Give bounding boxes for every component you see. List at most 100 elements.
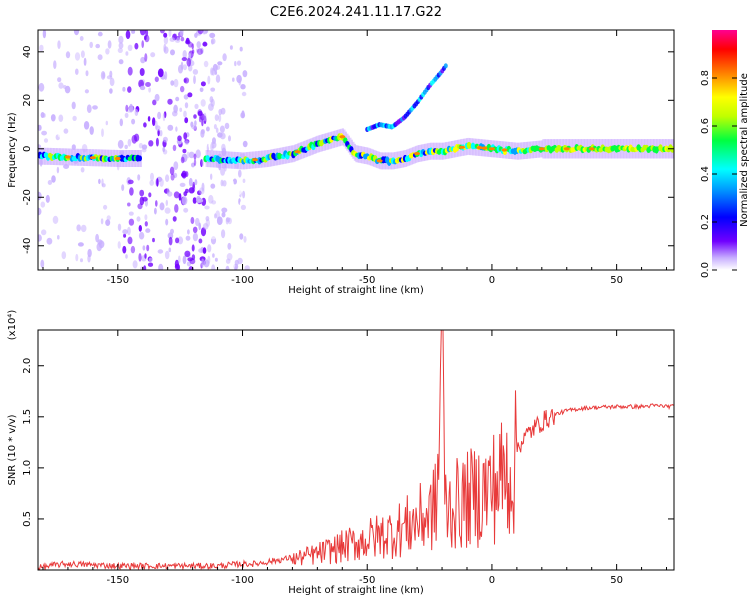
noise-speckle [126, 226, 131, 236]
noise-speckle [154, 76, 159, 83]
noise-speckle [180, 156, 185, 164]
noise-speckle [201, 158, 205, 167]
noise-speckle [143, 122, 147, 128]
noise-speckle [236, 60, 242, 66]
snr-series-line [38, 330, 674, 570]
noise-speckle [100, 71, 106, 80]
noise-speckle [164, 250, 170, 260]
colorbar-tick-label: 0.6 [700, 118, 711, 134]
noise-speckle [192, 69, 199, 75]
noise-speckle [191, 244, 195, 252]
noise-speckle [193, 75, 196, 85]
noise-speckle [57, 130, 63, 138]
noise-speckle [184, 140, 189, 145]
noise-speckle [92, 105, 98, 110]
noise-speckle [158, 263, 164, 270]
noise-speckle [209, 32, 216, 39]
noise-speckle [184, 250, 191, 257]
noise-speckle [210, 183, 216, 189]
noise-speckle [186, 57, 192, 67]
noise-speckle [162, 112, 166, 122]
noise-speckle [39, 44, 44, 52]
noise-speckle [188, 177, 193, 187]
noise-speckle [172, 110, 178, 117]
noise-speckle [41, 130, 47, 136]
colorbar-tick-label: 0.8 [700, 70, 711, 86]
noise-speckle [197, 198, 204, 203]
noise-speckle [227, 217, 232, 225]
noise-speckle [222, 53, 227, 62]
noise-speckle [221, 207, 228, 213]
noise-speckle [154, 207, 157, 215]
noise-speckle [144, 253, 147, 259]
noise-speckle [50, 114, 56, 122]
noise-speckle [42, 30, 47, 39]
noise-speckle [185, 235, 191, 241]
noise-speckle [53, 60, 57, 69]
noise-speckle [217, 61, 223, 66]
noise-speckle [137, 174, 141, 181]
noise-speckle [138, 225, 142, 232]
noise-speckle [191, 162, 195, 168]
noise-speckle [181, 196, 188, 206]
noise-speckle [85, 70, 89, 77]
noise-speckle [80, 258, 83, 263]
noise-speckle [190, 216, 195, 225]
noise-speckle [165, 218, 169, 226]
noise-speckle [164, 71, 168, 80]
noise-speckle [175, 237, 180, 244]
noise-speckle [160, 30, 165, 34]
noise-speckle [93, 164, 99, 173]
noise-speckle [42, 113, 46, 118]
noise-speckle [127, 138, 132, 147]
noise-speckle [213, 124, 217, 130]
noise-speckle [155, 137, 159, 147]
noise-speckle [134, 109, 139, 116]
noise-speckle [43, 138, 49, 143]
noise-speckle [237, 257, 243, 265]
noise-speckle [139, 68, 145, 76]
noise-speckle [155, 200, 158, 207]
noise-speckle [200, 227, 207, 237]
noise-speckle [229, 45, 233, 50]
noise-speckle [147, 116, 151, 122]
noise-speckle [109, 70, 113, 78]
noise-speckle [192, 181, 195, 189]
noise-speckle [138, 231, 145, 240]
noise-speckle [152, 99, 157, 106]
ridge-peak [414, 152, 421, 156]
noise-speckle [173, 172, 178, 179]
snr-multiplier: (x10⁴) [7, 310, 18, 341]
noise-speckle [57, 235, 60, 240]
noise-speckle [117, 47, 123, 54]
noise-speckle [144, 214, 148, 221]
noise-speckle [131, 30, 136, 34]
spectral-ridge [38, 128, 674, 170]
noise-speckle [167, 191, 173, 197]
noise-speckle [100, 218, 104, 225]
noise-speckle [154, 93, 160, 102]
noise-speckle [136, 216, 141, 222]
noise-speckle [195, 217, 200, 227]
noise-speckle [210, 98, 215, 107]
noise-speckle [243, 236, 247, 243]
ridge-cell [670, 146, 674, 153]
noise-speckle [132, 260, 138, 269]
noise-speckle [219, 132, 226, 140]
noise-speckle [71, 144, 76, 150]
noise-speckle [236, 186, 242, 196]
noise-speckle [218, 114, 222, 123]
noise-speckle [144, 221, 148, 227]
xtick-label: 0 [489, 575, 495, 586]
colorbar: 0.0 0.2 0.4 0.6 0.8 Normalized spectral ampl… [700, 30, 750, 278]
noise-speckle [202, 247, 207, 254]
noise-speckle [200, 129, 205, 135]
noise-speckle [157, 249, 164, 254]
noise-speckle [208, 187, 212, 196]
xtick-label: -150 [106, 575, 129, 586]
noise-speckle [222, 180, 227, 187]
ridge-peak [476, 146, 483, 150]
noise-speckle [220, 167, 226, 176]
noise-speckle [103, 204, 108, 210]
colorbar-tick-label: 0.4 [700, 166, 711, 182]
